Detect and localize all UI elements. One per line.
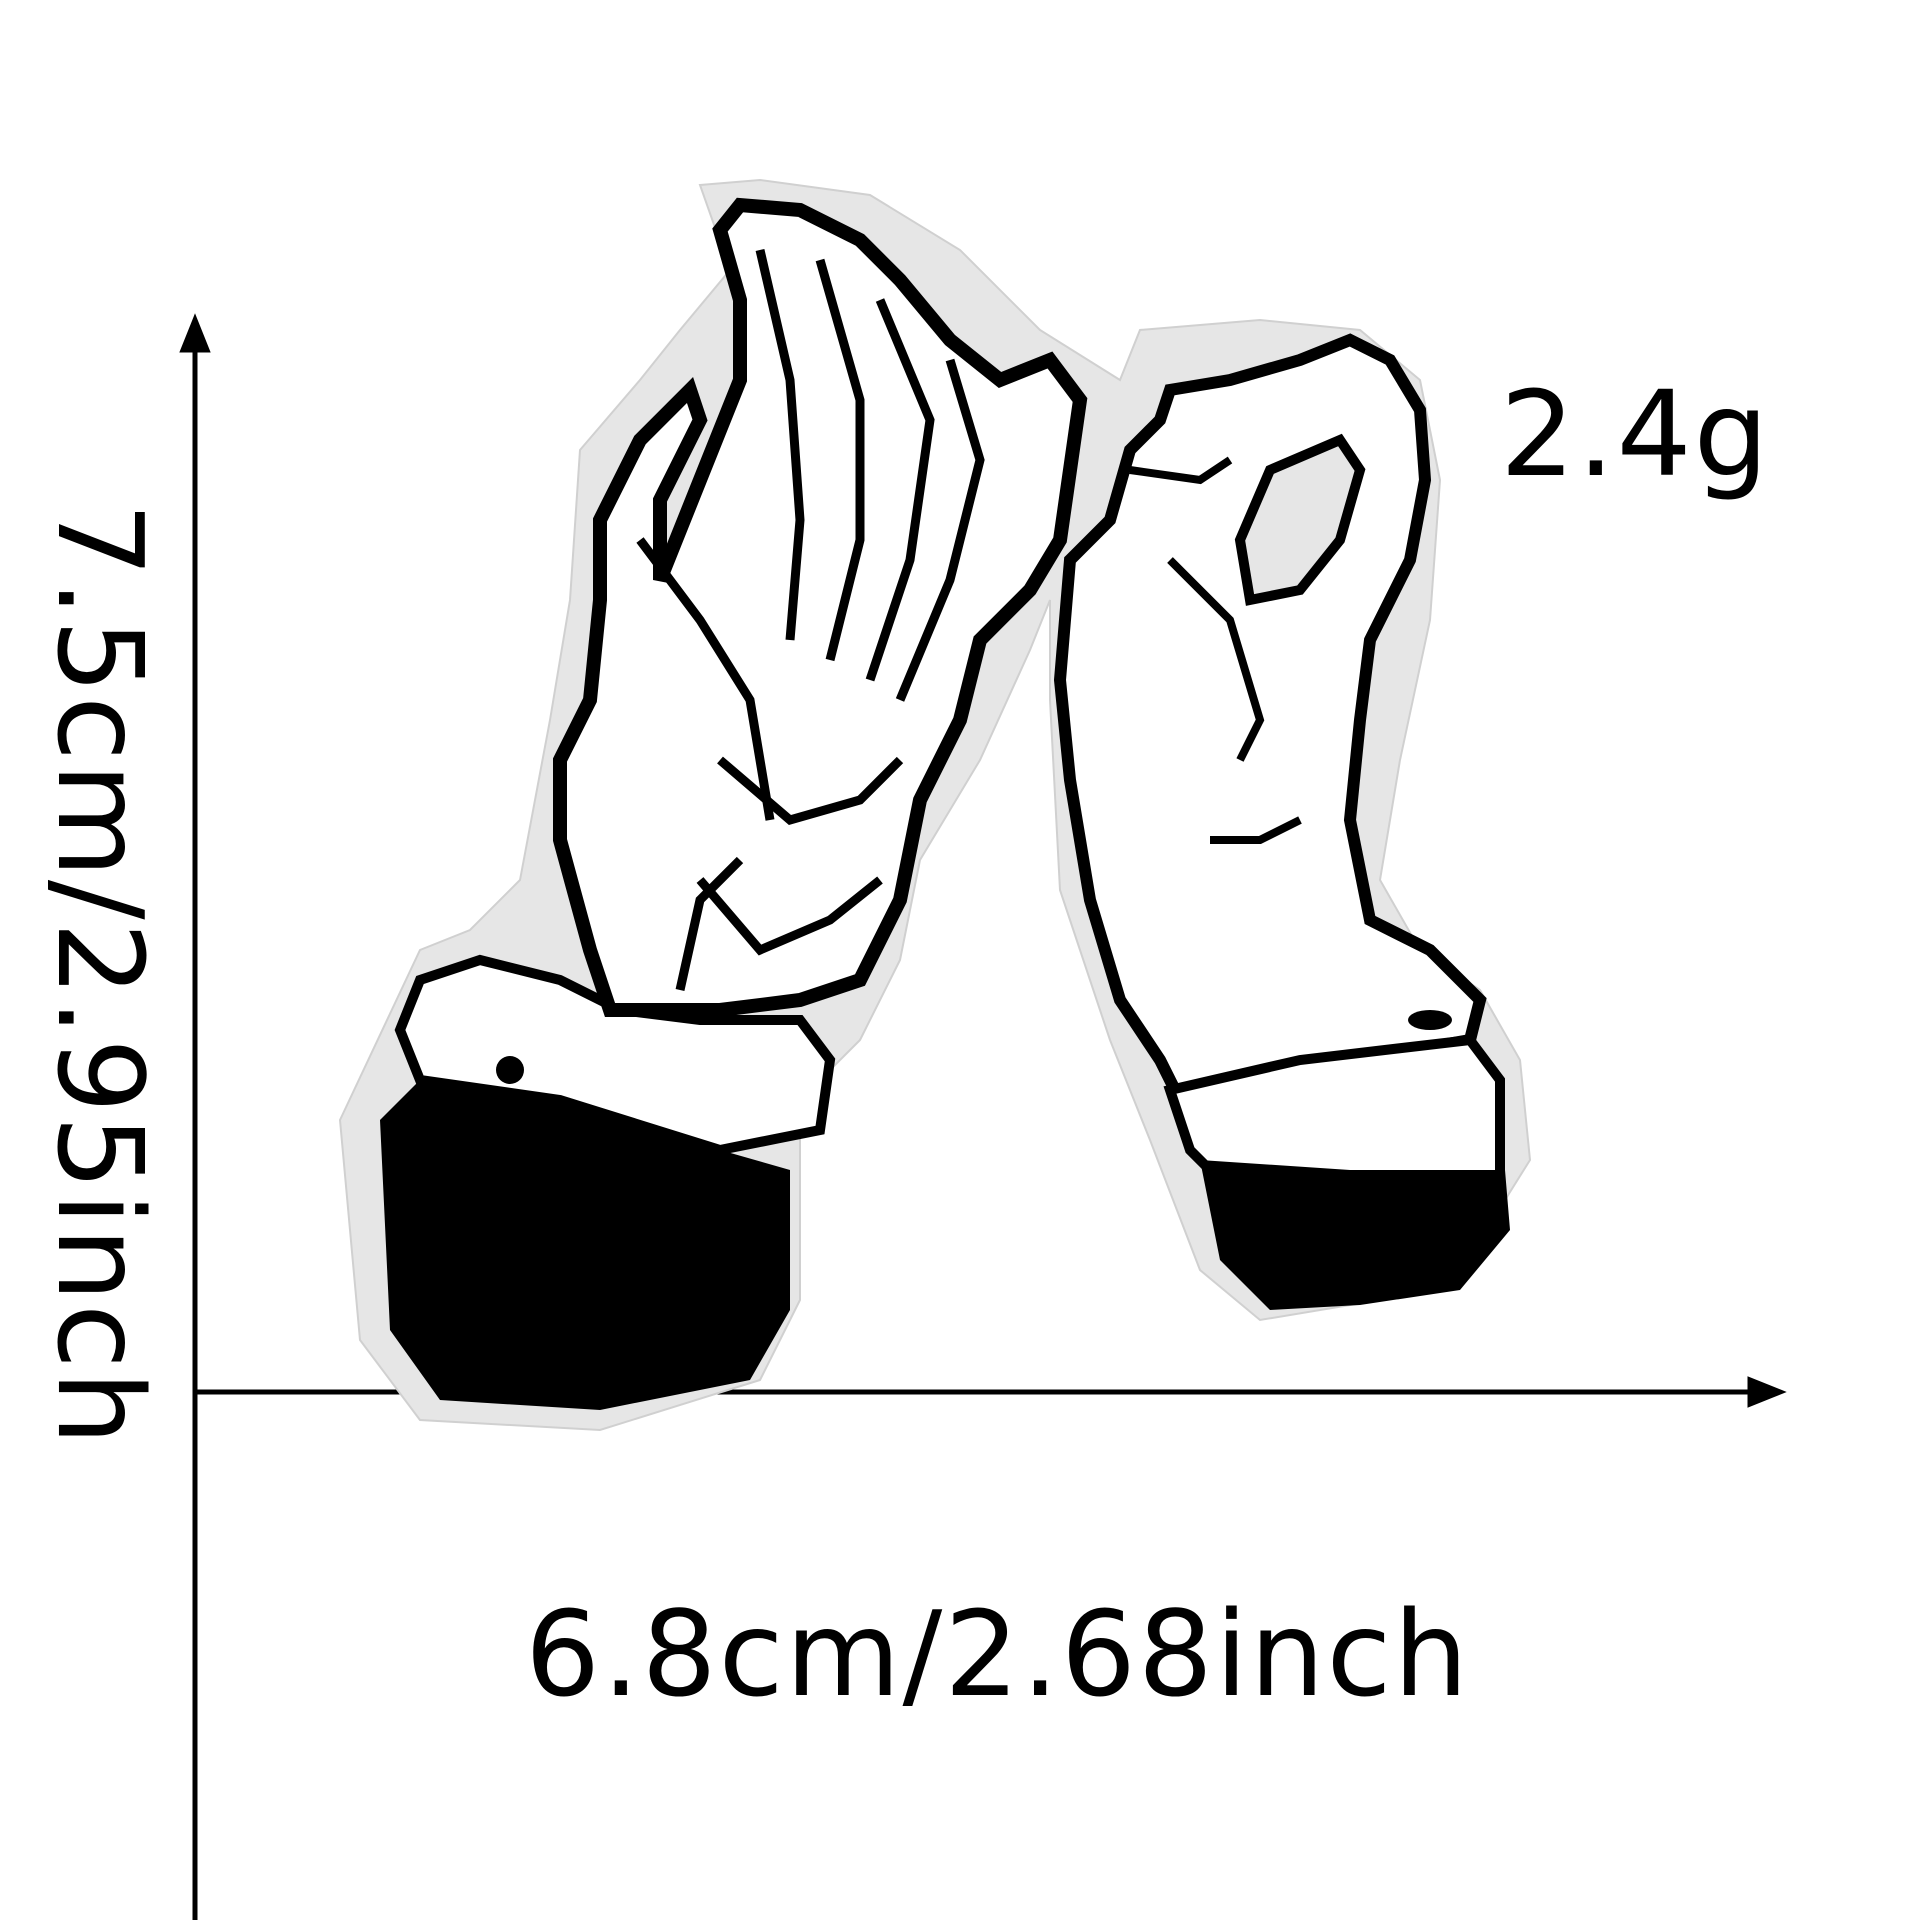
right-hand-ok-gap (1234, 433, 1366, 606)
patch-icon (338, 178, 1532, 1432)
right-cuff-black (1200, 1160, 1510, 1310)
right-cuff-button (1408, 1010, 1452, 1030)
width-label: 6.8cm/2.68inch (525, 1585, 1471, 1723)
skeleton-hand-outline (553, 197, 1088, 1017)
width-arrowhead (1747, 1376, 1787, 1408)
height-arrowhead (179, 313, 211, 353)
height-label: 7.5cm/2.95inch (31, 502, 169, 1448)
left-cuff-black (380, 1080, 790, 1410)
right-hand-creases (1129, 456, 1302, 844)
left-cuff-button (496, 1056, 524, 1084)
left-cuff-white (394, 954, 836, 1156)
weight-label: 2.4g (1500, 365, 1771, 503)
right-hand-outline (1053, 333, 1487, 1107)
skeleton-bones (636, 248, 985, 991)
